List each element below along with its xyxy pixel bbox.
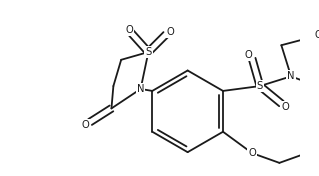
Text: O: O (281, 102, 289, 112)
Text: N: N (287, 71, 295, 81)
Text: O: O (81, 120, 89, 130)
Text: S: S (257, 81, 263, 91)
Text: S: S (145, 47, 152, 57)
Text: O: O (125, 25, 133, 35)
Text: O: O (315, 30, 319, 40)
Text: O: O (248, 148, 256, 158)
Text: O: O (244, 50, 252, 60)
Text: O: O (167, 27, 174, 37)
Text: N: N (137, 84, 145, 94)
